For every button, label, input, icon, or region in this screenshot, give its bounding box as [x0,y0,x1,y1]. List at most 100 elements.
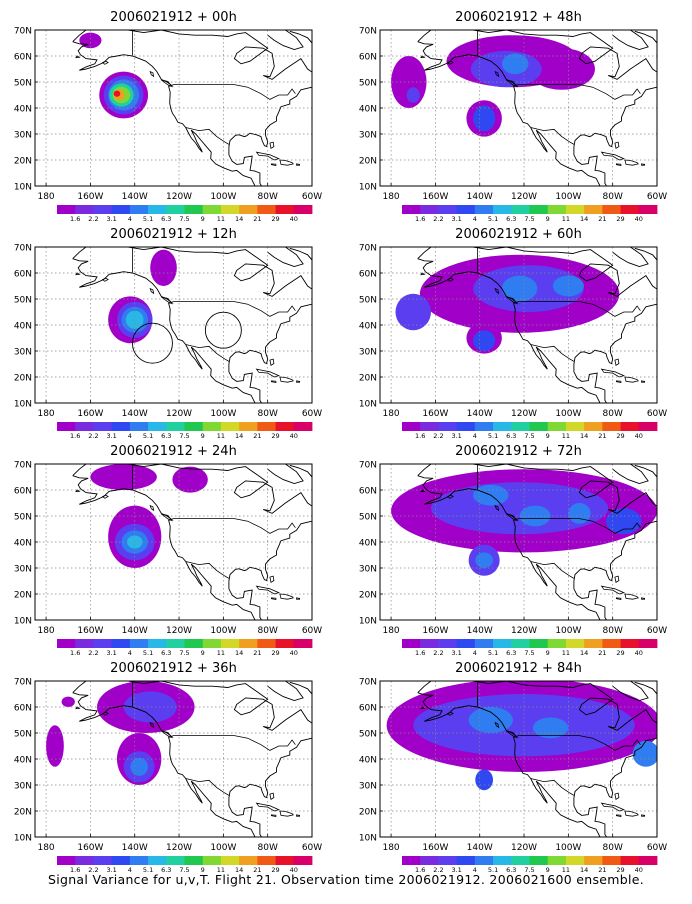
colorbar-label: 6.3 [506,649,516,657]
colorbar-swatch [547,639,567,648]
colorbar-swatch [529,639,549,648]
coastline [255,368,280,378]
colorbar-swatch [129,422,149,431]
panel-title: 2006021912 + 84h [455,661,582,676]
colorbar-swatch [166,205,185,214]
border-line [517,84,641,100]
colorbar-label: 2.2 [88,649,98,657]
colorbar-label: 9 [201,649,205,657]
colorbar-label: 5.1 [488,432,498,440]
coastline [101,60,109,65]
coastline [612,681,649,701]
lon-tick-label: 160W [77,409,103,419]
coastline [506,296,518,305]
colorbar-swatch [529,422,549,431]
variance-contour [532,717,569,739]
colorbar-swatch [456,639,476,648]
variance-contour [568,503,591,524]
border-line [172,735,296,751]
colorbar-label: 7.5 [524,215,534,223]
border-line [172,84,296,100]
coastline [600,585,625,595]
border-line [517,518,641,534]
colorbar-swatch [584,205,603,214]
colorbar-label: 40 [635,432,643,440]
colorbar-swatch [111,856,131,865]
colorbar-swatch [184,639,204,648]
coastline [446,60,454,65]
map-panel: 2006021912 + 36h 70N 60N 50N 40N 30N 20N 10N 180… [14,661,322,874]
lon-tick-label: 60W [302,626,322,636]
coastline [417,30,657,186]
variance-contour [501,275,538,302]
map-plot-area [380,247,657,403]
map-panel: 2006021912 + 72h 70N 60N 50N 40N 30N 20N 10N 180… [359,444,667,657]
colorbar-swatch [493,205,512,214]
lat-tick-label: 50N [359,79,377,89]
figure-caption: Signal Variance for u,v,T. Flight 21. Ob… [47,872,645,887]
lat-tick-label: 30N [359,348,377,358]
variance-contour [113,90,121,97]
lat-tick-label: 70N [359,244,377,254]
colorbar-label: 21 [253,215,261,223]
colorbar-swatch [547,205,567,214]
coastline [149,504,155,512]
coastline [270,380,277,383]
colorbar-label: 3.1 [106,215,116,223]
colorbar-swatch [602,422,621,431]
colorbar-swatch [239,639,258,648]
lat-tick-label: 40N [359,539,377,549]
lat-tick-label: 20N [14,591,32,601]
lat-tick-label: 50N [14,513,32,523]
coastline [506,513,518,522]
coastline [494,721,500,729]
colorbar-swatch [239,205,258,214]
lat-tick-label: 10N [14,400,32,410]
colorbar-swatch [420,205,439,214]
colorbar-swatch [275,639,295,648]
coastline [616,380,622,383]
coastline [72,30,312,186]
range-ring [204,311,242,349]
colorbar-swatch [239,422,258,431]
lon-tick-label: 80W [258,626,278,636]
colorbar-swatch [638,422,658,431]
colorbar-label: 3.1 [451,432,461,440]
lat-tick-label: 40N [359,756,377,766]
lon-tick-label: 140W [467,626,493,636]
colorbar-label: 2.2 [88,866,98,874]
lat-tick-label: 70N [14,27,32,37]
colorbar-label: 1.6 [70,866,80,874]
lon-tick-label: 80W [258,409,278,419]
coastline [72,247,312,403]
colorbar-label: 9 [546,215,550,223]
coastline [446,494,454,499]
colorbar-swatch [129,639,149,648]
lon-tick-label: 160W [77,192,103,202]
coastline [641,380,645,383]
panel-title: 2006021912 + 24h [110,444,237,459]
colorbar-label: 6.3 [161,432,171,440]
lon-tick-label: 60W [647,626,667,636]
coastline [628,464,657,478]
lat-tick-label: 50N [14,730,32,740]
variance-contour [150,249,177,286]
colorbar-swatch [202,205,222,214]
colorbar-swatch [584,856,603,865]
coastline [446,711,454,716]
colorbar-swatch [293,856,313,865]
variance-contour [468,707,513,733]
colorbar-label: 4 [128,866,132,874]
coastline [101,494,109,499]
colorbar-label: 40 [635,215,643,223]
lat-tick-label: 10N [359,834,377,844]
colorbar-label: 11 [217,649,225,657]
colorbar-label: 11 [217,866,225,874]
colorbar-label: 4 [128,649,132,657]
lon-tick-label: 80W [258,192,278,202]
lat-tick-label: 60N [14,53,32,63]
colorbar-label: 21 [598,649,606,657]
border-line [185,778,230,796]
colorbar-swatch [75,422,94,431]
